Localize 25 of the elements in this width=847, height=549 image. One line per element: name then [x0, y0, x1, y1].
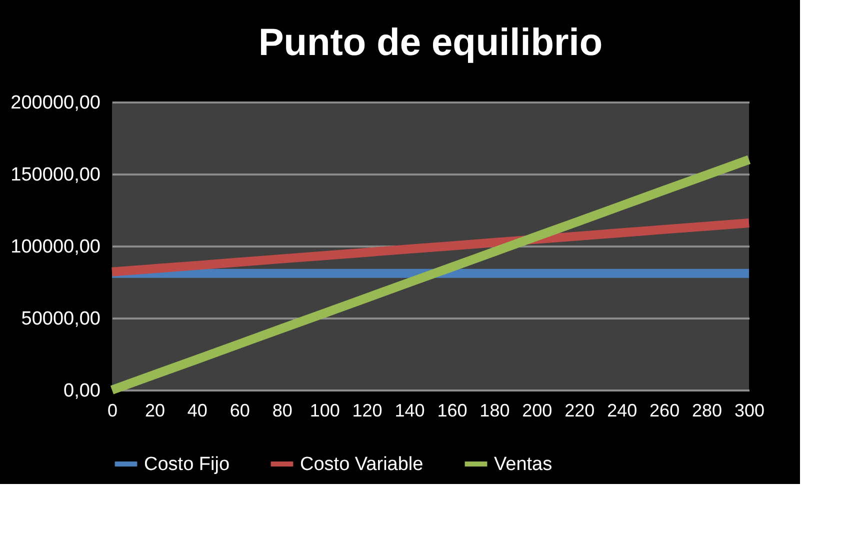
- x-tick-label: 40: [187, 400, 208, 420]
- y-tick-label: 200000,00: [10, 92, 100, 114]
- x-tick-label: 160: [437, 400, 468, 420]
- x-tick-label: 280: [692, 400, 722, 420]
- x-tick-label: 200: [522, 400, 552, 420]
- x-tick-label: 0: [107, 400, 118, 420]
- x-tick-label: 100: [310, 400, 340, 420]
- y-tick-label: 100000,00: [10, 236, 100, 258]
- chart-title: Punto de equilibrio: [258, 22, 603, 64]
- x-tick-label: 140: [394, 400, 425, 420]
- y-tick-label: 150000,00: [10, 164, 100, 186]
- x-tick-label: 240: [607, 400, 638, 420]
- legend-label: Ventas: [494, 454, 552, 475]
- x-tick-label: 300: [734, 400, 765, 420]
- x-tick-label: 60: [230, 400, 250, 420]
- x-tick-label: 180: [480, 400, 510, 420]
- y-tick-label: 0,00: [64, 380, 100, 402]
- legend-label: Costo Variable: [300, 454, 424, 475]
- x-tick-label: 220: [564, 400, 595, 420]
- x-tick-label: 120: [352, 400, 382, 420]
- x-tick-label: 260: [650, 400, 680, 420]
- x-tick-label: 20: [144, 400, 165, 420]
- y-tick-label: 50000,00: [21, 308, 100, 330]
- legend-label: Costo Fijo: [144, 454, 230, 475]
- x-tick-label: 80: [272, 400, 292, 420]
